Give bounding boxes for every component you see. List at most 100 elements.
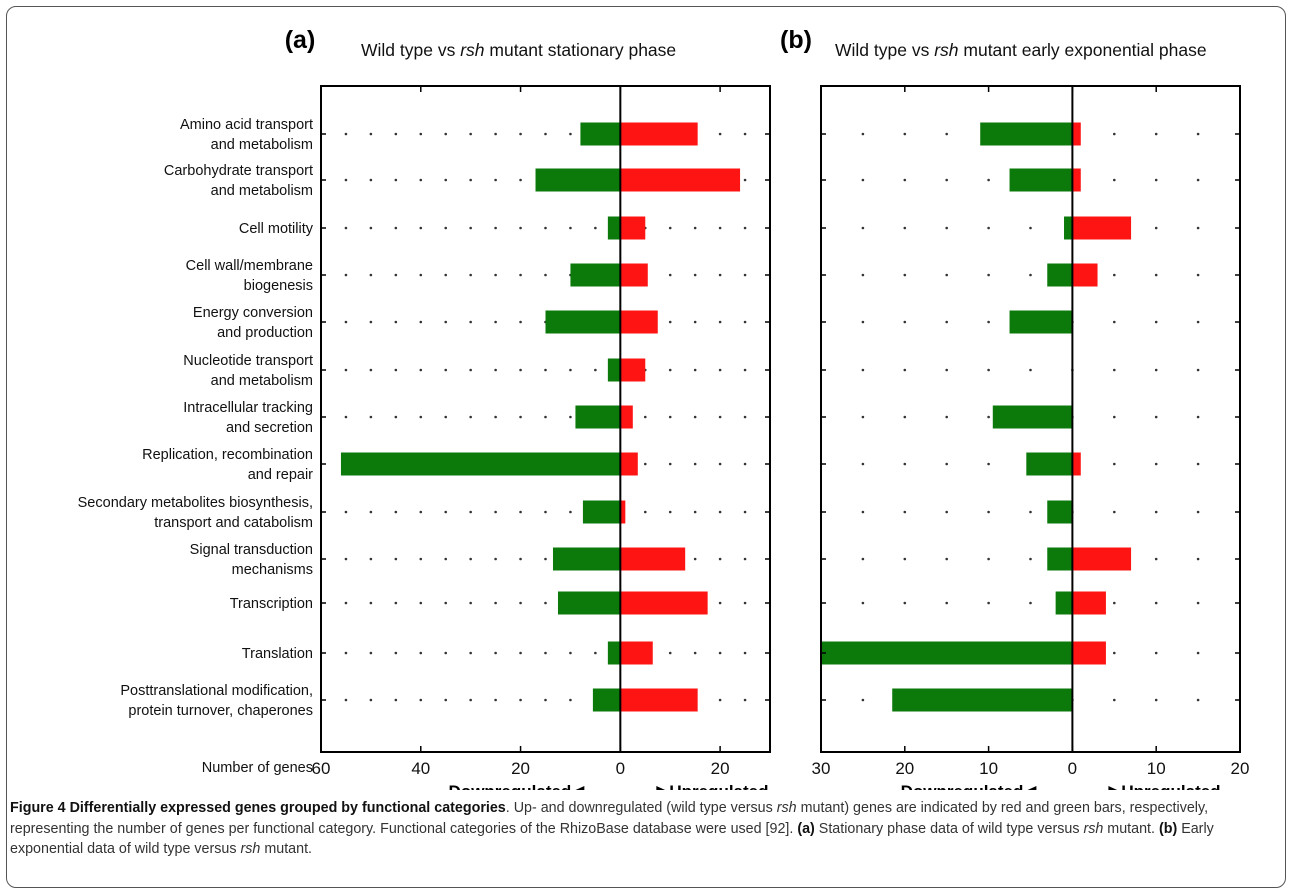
grid-dot [903, 601, 907, 605]
grid-dot [544, 226, 547, 230]
grid-dot [494, 510, 497, 514]
grid-dot [494, 320, 497, 324]
grid-dot [544, 651, 547, 655]
grid-dot [1196, 557, 1200, 561]
grid-dot [544, 601, 547, 605]
grid-dot [369, 651, 373, 655]
caption-text-6: mutant. [260, 841, 313, 857]
grid-dot [419, 601, 423, 605]
grid-dot [369, 320, 373, 324]
grid-dot [444, 557, 448, 561]
grid-dot [469, 698, 472, 702]
grid-dot [569, 132, 572, 136]
grid-dot [494, 415, 497, 419]
grid-dot [444, 226, 448, 230]
bar-upregulated [620, 405, 633, 429]
grid-dot [718, 698, 722, 702]
grid-dot [668, 320, 672, 324]
grid-dot [743, 132, 747, 136]
grid-dot [519, 510, 522, 514]
grid-dot [668, 651, 672, 655]
grid-dot [743, 415, 747, 419]
bar-downregulated [892, 688, 1073, 712]
grid-dot [743, 651, 747, 655]
grid-dot [594, 651, 597, 655]
grid-dot [369, 368, 373, 372]
arrow-head-right [656, 786, 666, 790]
category-label: Cell motility [239, 221, 314, 237]
grid-dot [1196, 510, 1200, 514]
grid-dot [743, 601, 747, 605]
grid-dot [903, 415, 907, 419]
grid-dot [1113, 698, 1116, 702]
grid-dot [394, 557, 398, 561]
grid-dot [1154, 273, 1158, 277]
grid-dot [743, 462, 747, 466]
grid-dot [469, 273, 472, 277]
grid-dot [569, 368, 572, 372]
bar-upregulated [620, 591, 708, 615]
grid-dot [394, 415, 398, 419]
bar-upregulated [620, 358, 646, 382]
grid-dot [945, 415, 948, 419]
category-label: and metabolism [211, 183, 313, 199]
bar-downregulated [545, 310, 621, 334]
caption-text-4: mutant. [1103, 820, 1159, 837]
grid-dot [1154, 178, 1158, 182]
grid-dot [1196, 462, 1200, 466]
bar-downregulated [535, 168, 621, 192]
bar-upregulated [620, 688, 698, 712]
grid-dot [494, 601, 497, 605]
grid-dot [718, 557, 722, 561]
grid-dot [344, 226, 348, 230]
grid-dot [1154, 601, 1158, 605]
grid-dot [718, 226, 722, 230]
grid-dot [1196, 698, 1200, 702]
grid-dot [519, 651, 522, 655]
bar-downregulated [570, 263, 621, 287]
grid-dot [693, 273, 697, 277]
grid-dot [344, 320, 348, 324]
bar-upregulated [620, 500, 626, 524]
grid-dot [1154, 557, 1158, 561]
grid-dot [861, 178, 865, 182]
grid-dot [718, 510, 722, 514]
grid-dot [693, 226, 697, 230]
grid-dot [394, 320, 398, 324]
bar-upregulated [1072, 547, 1132, 571]
bar-upregulated [1072, 263, 1098, 287]
grid-dot [987, 320, 990, 324]
grid-dot [1154, 651, 1158, 655]
grid-dot [444, 132, 448, 136]
figure-frame [6, 6, 1286, 888]
grid-dot [419, 368, 423, 372]
grid-dot [945, 320, 948, 324]
x-tick-label: 60 [312, 759, 331, 778]
x-tick-label: 30 [812, 759, 831, 778]
grid-dot [569, 651, 572, 655]
category-label: and secretion [226, 420, 313, 436]
arrow-head-left [1027, 786, 1037, 790]
grid-dot [861, 698, 865, 702]
grid-dot [519, 698, 522, 702]
grid-dot [643, 510, 647, 514]
grid-dot [903, 178, 907, 182]
x-axis-label: Number of genes [202, 760, 313, 776]
grid-dot [1196, 178, 1200, 182]
bar-upregulated [620, 641, 653, 665]
grid-dot [668, 510, 672, 514]
grid-dot [987, 601, 990, 605]
grid-dot [519, 557, 522, 561]
grid-dot [494, 178, 497, 182]
grid-dot [945, 368, 948, 372]
grid-dot [718, 273, 722, 277]
category-label: and repair [248, 467, 313, 483]
bar-downregulated [607, 641, 621, 665]
grid-dot [743, 273, 747, 277]
caption-label-b: (b) [1158, 820, 1178, 837]
grid-dot [344, 698, 348, 702]
grid-dot [1113, 510, 1116, 514]
grid-dot [494, 226, 497, 230]
grid-dot [945, 132, 948, 136]
category-label: protein turnover, chaperones [128, 703, 313, 719]
